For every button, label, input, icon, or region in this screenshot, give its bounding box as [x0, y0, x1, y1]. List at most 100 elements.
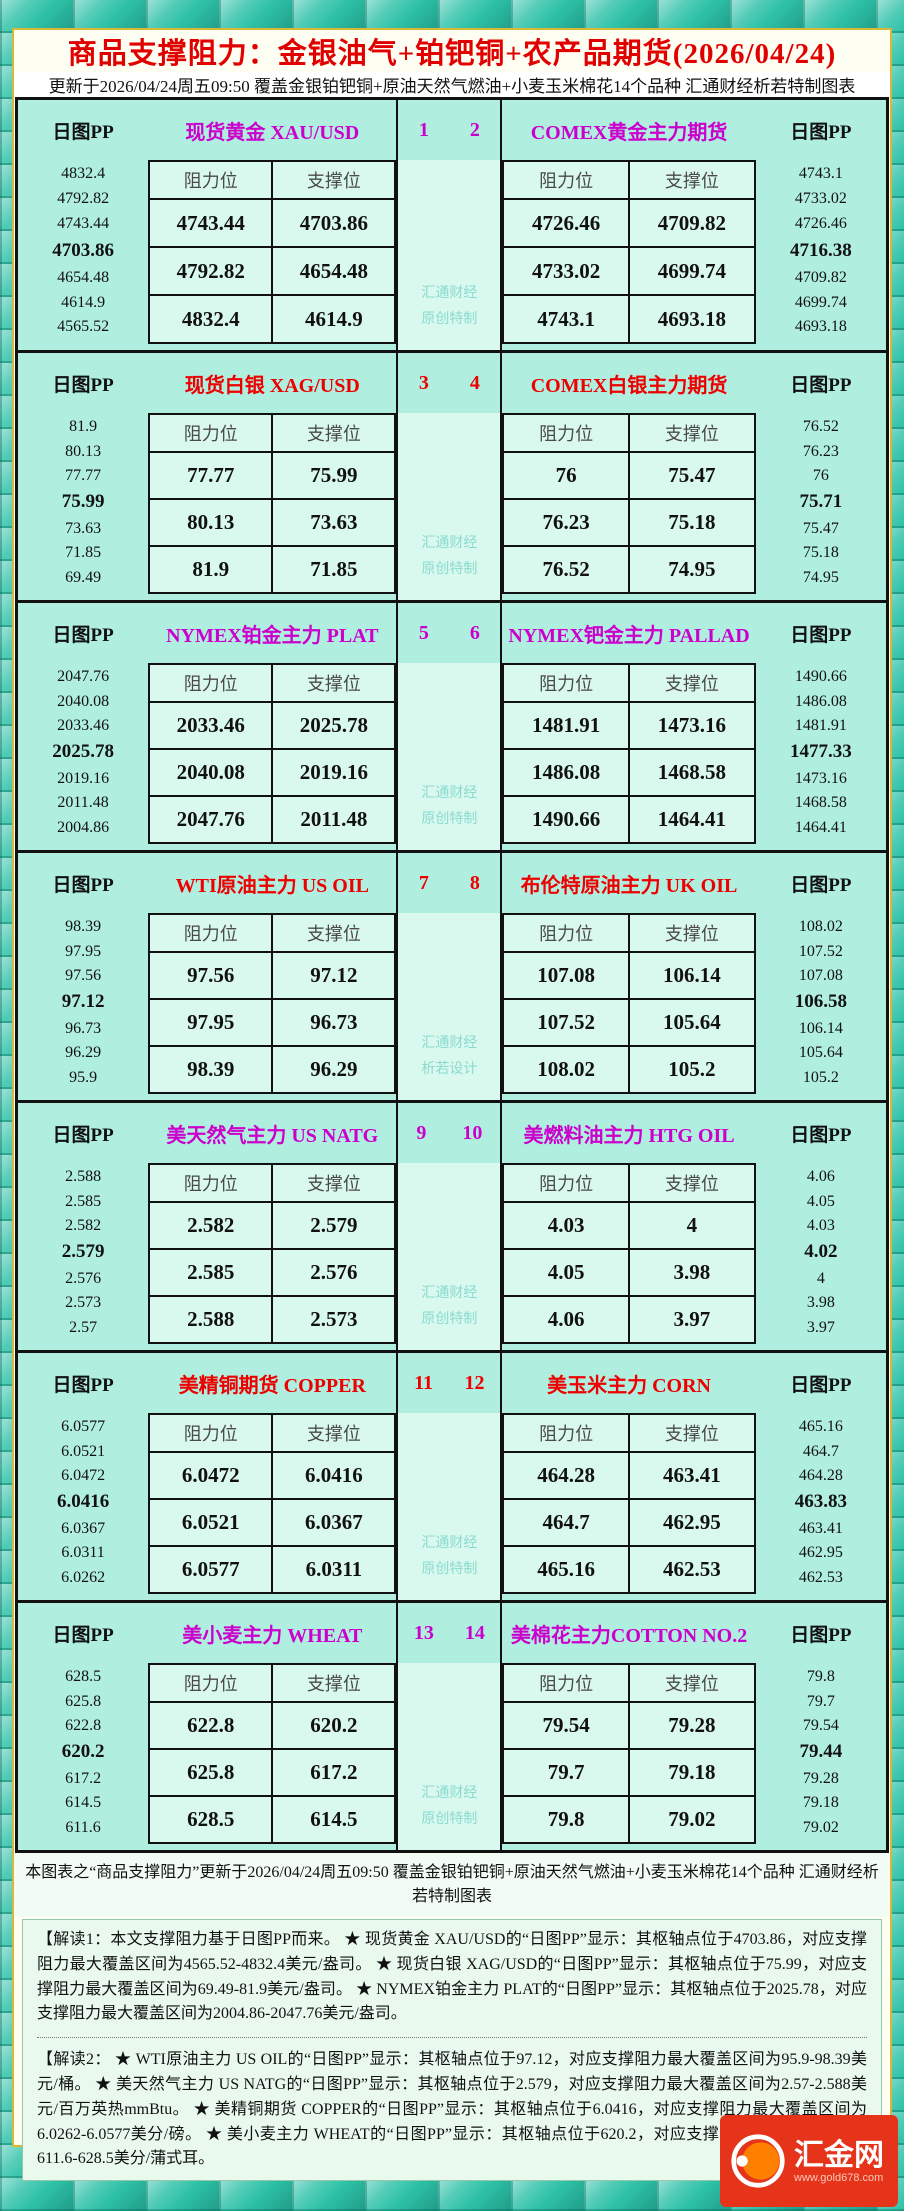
- ladder-value: 1473.16: [794, 769, 847, 787]
- ladder-value: 614.5: [65, 1794, 102, 1812]
- pp-label: 日图PP: [52, 1374, 114, 1396]
- pp-ladder-values: 98.39 97.95 97.56 97.12 96.73 96.29 95.9: [18, 913, 148, 1100]
- pivot-value: 4.02: [804, 1241, 838, 1263]
- ladder-value: 4693.18: [794, 318, 847, 336]
- support-value: 105.2: [628, 1045, 756, 1094]
- pp-ladder-left: 日图PP 6.0577 6.0521 6.0472 6.0416 6.0367 …: [18, 1353, 148, 1600]
- left-commodity-panel: 现货黄金 XAU/USD 阻力位 支撑位 4743.44 4703.86 479…: [148, 100, 397, 350]
- table-row: 6.0577 6.0311: [148, 1545, 397, 1594]
- left-commodity-panel: NYMEX铂金主力 PLAT 阻力位 支撑位 2033.46 2025.78 2…: [148, 603, 397, 850]
- support-header: 支撑位: [628, 160, 756, 200]
- left-commodity-panel: WTI原油主力 US OIL 阻力位 支撑位 97.56 97.12 97.95: [148, 853, 397, 1100]
- support-value: 4699.74: [628, 246, 756, 296]
- table-row: 97.56 97.12: [148, 951, 397, 1000]
- ladder-value: 622.8: [65, 1717, 102, 1735]
- ladder-value: 79.8: [806, 1668, 835, 1686]
- commodity-title: 美燃料油主力 HTG OIL: [523, 1124, 735, 1147]
- support-value: 1473.16: [628, 701, 756, 750]
- pair-index-band: 11 12: [398, 1353, 500, 1413]
- ladder-value: 74.95: [802, 568, 839, 586]
- commodity-title: COMEX黄金主力期货: [530, 121, 728, 144]
- right-commodity-panel: 美燃料油主力 HTG OIL 阻力位 支撑位 4.03 4 4.05 3.98: [502, 1103, 756, 1350]
- resistance-value: 6.0472: [148, 1451, 274, 1500]
- resistance-value: 4832.4: [148, 294, 274, 344]
- watermark-line: 原创特制: [421, 312, 478, 328]
- table-row: 79.8 79.02: [502, 1795, 756, 1844]
- commodity-title: 现货黄金 XAU/USD: [185, 121, 360, 144]
- support-header: 支撑位: [628, 663, 756, 703]
- ladder-value: 95.9: [69, 1068, 98, 1086]
- pp-ladder-values: 628.5 625.8 622.8 620.2 617.2 614.5 611.…: [18, 1663, 148, 1850]
- support-header: 支撑位: [271, 160, 397, 200]
- resistance-header: 阻力位: [502, 1413, 631, 1453]
- ladder-value: 69.49: [65, 568, 102, 586]
- table-row: 4726.46 4709.82: [502, 198, 756, 248]
- pair-index-left: 3: [418, 371, 429, 394]
- support-value: 96.73: [271, 998, 397, 1047]
- ladder-value: 79.18: [802, 1794, 839, 1812]
- resistance-value: 2040.08: [148, 748, 274, 797]
- ladder-value: 463.41: [798, 1519, 843, 1537]
- pp-ladder-values: 81.9 80.13 77.77 75.99 73.63 71.85 69.49: [18, 413, 148, 600]
- subtitle-band: 更新于2026/04/24周五09:50 覆盖金银铂钯铜+原油天然气燃油+小麦玉…: [14, 72, 890, 97]
- pp-label: 日图PP: [790, 624, 852, 646]
- resistance-value: 4743.1: [502, 294, 631, 344]
- table-row: 76.52 74.95: [502, 545, 756, 594]
- ladder-value: 97.95: [65, 942, 102, 960]
- support-value: 617.2: [271, 1748, 397, 1797]
- support-value: 79.28: [628, 1701, 756, 1750]
- table-row: 108.02 105.2: [502, 1045, 756, 1094]
- resistance-header: 阻力位: [502, 663, 631, 703]
- resistance-value: 1486.08: [502, 748, 631, 797]
- pp-ladder-values: 79.8 79.7 79.54 79.44 79.28 79.18 79.02: [756, 1663, 886, 1850]
- ladder-value: 3.97: [806, 1318, 835, 1336]
- resistance-value: 79.8: [502, 1795, 631, 1844]
- pair-index-band: 13 14: [398, 1603, 500, 1663]
- pair-index-left: 13: [413, 1621, 434, 1644]
- pivot-value: 1477.33: [789, 741, 852, 763]
- pivot-value: 79.44: [799, 1741, 843, 1763]
- support-header: 支撑位: [628, 913, 756, 953]
- pair-index-left: 7: [418, 871, 429, 894]
- ladder-value: 76.52: [802, 418, 839, 436]
- ladder-value: 79.7: [806, 1692, 835, 1710]
- ladder-value: 4.05: [806, 1192, 835, 1210]
- pp-label: 日图PP: [52, 1124, 114, 1146]
- commodity-title: 美天然气主力 US NATG: [166, 1124, 379, 1147]
- ladder-value: 73.63: [65, 519, 102, 537]
- resistance-value: 4.06: [502, 1295, 631, 1344]
- table-row: 4.06 3.97: [502, 1295, 756, 1344]
- support-value: 74.95: [628, 545, 756, 594]
- commodity-title: 美小麦主力 WHEAT: [182, 1624, 363, 1647]
- ladder-value: 3.98: [806, 1294, 835, 1312]
- resistance-header: 阻力位: [148, 1163, 274, 1203]
- watermark: 汇通财经 原创特制: [398, 663, 501, 850]
- support-resistance-table: 阻力位 支撑位 76 75.47 76.23 75.18 76.52: [502, 413, 756, 594]
- resistance-header: 阻力位: [502, 160, 631, 200]
- watermark-line: 汇通财经: [421, 1785, 478, 1801]
- ladder-value: 6.0367: [61, 1519, 106, 1537]
- commodity-row: 日图PP 4832.4 4792.82 4743.44 4703.86 4654…: [18, 100, 886, 350]
- pp-ladder-left: 日图PP 4832.4 4792.82 4743.44 4703.86 4654…: [18, 100, 148, 350]
- support-value: 79.18: [628, 1748, 756, 1797]
- resistance-value: 464.28: [502, 1451, 631, 1500]
- table-row: 2.585 2.576: [148, 1248, 397, 1297]
- pivot-value: 106.58: [794, 991, 847, 1013]
- pp-ladder-values: 2.588 2.585 2.582 2.579 2.576 2.573 2.57: [18, 1163, 148, 1350]
- ladder-value: 79.02: [802, 1818, 839, 1836]
- commodity-title: 现货白银 XAG/USD: [184, 374, 360, 397]
- ladder-value: 462.53: [798, 1568, 843, 1586]
- resistance-value: 97.56: [148, 951, 274, 1000]
- support-value: 4693.18: [628, 294, 756, 344]
- pp-label: 日图PP: [790, 121, 852, 143]
- table-row: 4.03 4: [502, 1201, 756, 1250]
- support-value: 75.99: [271, 451, 397, 500]
- support-value: 462.53: [628, 1545, 756, 1594]
- support-resistance-table: 阻力位 支撑位 464.28 463.41 464.7 462.95 465.1…: [502, 1413, 756, 1594]
- table-row: 107.52 105.64: [502, 998, 756, 1047]
- pair-index-band: 1 2: [398, 100, 500, 160]
- pivot-value: 75.71: [799, 491, 843, 513]
- table-row: 2033.46 2025.78: [148, 701, 397, 750]
- ladder-value: 2.57: [69, 1318, 98, 1336]
- pair-index-column: 13 14 汇通财经 原创特制: [396, 1603, 503, 1850]
